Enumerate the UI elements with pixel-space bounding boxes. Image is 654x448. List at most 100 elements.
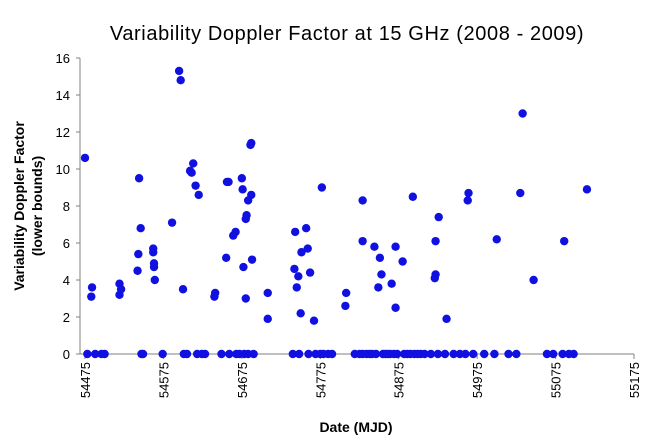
data-point: [247, 255, 257, 264]
data-point: [549, 349, 558, 359]
data-point: [408, 192, 418, 201]
data-point: [341, 288, 351, 298]
chart-title: Variability Doppler Factor at 15 GHz (20…: [110, 23, 584, 45]
y-tick-label: 6: [63, 236, 70, 251]
data-point: [492, 235, 501, 244]
data-point: [426, 349, 436, 359]
data-point: [391, 303, 400, 312]
data-point: [582, 185, 592, 194]
data-point: [440, 349, 450, 359]
data-point: [377, 270, 386, 279]
data-point: [559, 236, 569, 246]
y-axis-label: Variability Doppler Factor (lower bounds…: [11, 121, 45, 291]
data-point: [200, 349, 210, 359]
data-point: [294, 349, 304, 359]
data-point: [297, 248, 306, 257]
data-point: [431, 236, 440, 246]
data-point: [309, 316, 319, 325]
y-tick-label: 4: [63, 273, 70, 288]
x-tick-label: 54575: [156, 362, 171, 398]
data-point: [392, 349, 402, 359]
x-tick-label: 54475: [78, 362, 93, 398]
data-point: [292, 283, 301, 292]
data-point: [374, 283, 383, 292]
data-point: [442, 314, 451, 324]
data-point: [433, 349, 443, 359]
data-point: [134, 174, 144, 183]
y-tick-label: 10: [56, 162, 70, 177]
data-point: [134, 249, 143, 259]
data-point: [158, 349, 167, 359]
data-point: [87, 283, 97, 292]
data-point: [224, 177, 233, 187]
data-point: [358, 236, 367, 246]
data-point: [358, 196, 367, 205]
data-point: [569, 349, 578, 359]
data-point: [391, 242, 400, 251]
data-point: [370, 242, 379, 251]
x-tick-label: 54675: [235, 362, 250, 398]
data-point: [237, 174, 247, 183]
data-point: [434, 212, 443, 222]
data-point: [290, 264, 299, 274]
data-point: [301, 224, 311, 233]
y-tick-label: 12: [56, 125, 70, 140]
y-tick-label: 8: [63, 199, 70, 214]
data-point: [210, 288, 220, 298]
y-tick-label: 0: [63, 347, 70, 362]
x-axis-label: Date (MJD): [319, 419, 392, 435]
x-tick-label: 55075: [549, 362, 564, 398]
data-point: [217, 349, 226, 359]
data-point: [249, 349, 258, 359]
data-point: [398, 257, 407, 266]
data-point: [317, 183, 327, 192]
data-point: [263, 288, 272, 298]
data-point: [542, 349, 552, 359]
data-point: [304, 349, 313, 359]
x-tick-label: 55175: [627, 362, 642, 398]
data-point: [149, 248, 158, 257]
data-point: [461, 349, 470, 359]
data-point: [490, 349, 499, 359]
y-axis-label-line-1: Variability Doppler Factor: [11, 121, 27, 291]
data-point: [167, 218, 177, 227]
y-axis-label-line-2: (lower bounds): [29, 156, 45, 256]
data-points: [80, 66, 592, 359]
data-point: [238, 185, 247, 194]
data-point: [518, 109, 527, 118]
data-point: [469, 349, 478, 359]
data-point: [288, 349, 298, 359]
y-tick-label: 16: [56, 51, 70, 66]
data-point: [247, 190, 256, 200]
data-point: [480, 349, 489, 359]
data-point: [431, 270, 440, 279]
data-point: [225, 349, 234, 359]
data-point: [191, 181, 200, 190]
data-point: [182, 349, 192, 359]
data-point: [290, 227, 300, 237]
data-point: [305, 268, 315, 277]
data-point: [371, 349, 381, 359]
x-ticks: 54475 54575 54675 54775 54875 54975 55075 55175: [78, 354, 642, 398]
data-point: [463, 196, 472, 205]
x-tick-label: 54875: [392, 362, 407, 398]
data-point: [133, 266, 142, 275]
data-point: [529, 275, 538, 285]
data-point: [375, 253, 385, 262]
y-tick-label: 14: [56, 88, 70, 103]
data-point: [294, 272, 303, 281]
data-point: [80, 153, 90, 163]
data-point: [247, 138, 256, 148]
data-point: [327, 349, 337, 359]
data-point: [178, 285, 188, 294]
data-point: [176, 76, 185, 85]
data-point: [296, 309, 305, 318]
data-point: [504, 349, 513, 359]
data-point: [239, 262, 248, 272]
data-point: [263, 314, 272, 324]
data-point: [516, 188, 525, 198]
data-point: [174, 66, 184, 76]
data-point: [303, 244, 312, 253]
x-tick-label: 54775: [313, 362, 328, 398]
